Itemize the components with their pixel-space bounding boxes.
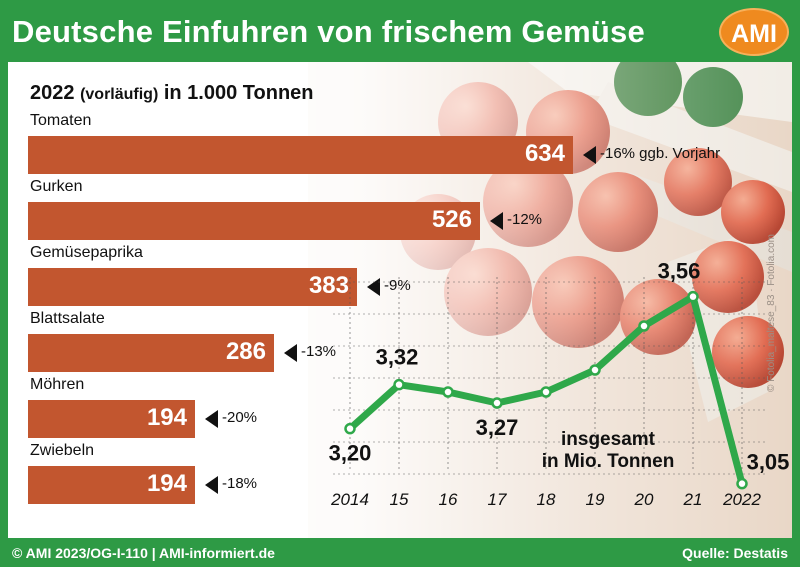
data-point xyxy=(344,422,356,435)
x-tick-label: 2014 xyxy=(330,490,369,509)
data-point xyxy=(736,477,748,490)
data-point xyxy=(442,386,454,398)
data-point xyxy=(589,364,601,376)
chart-subtitle: 2022 (vorläufig) in 1.000 Tonnen xyxy=(30,82,314,105)
ami-logo: AMI xyxy=(719,8,789,56)
change-label: -12% xyxy=(507,211,543,228)
data-point xyxy=(393,378,405,391)
bar: 286 xyxy=(28,334,274,372)
bar-category-label: Möhren xyxy=(30,376,85,393)
data-point-label: 3,05 xyxy=(747,450,790,475)
change-label: -9% xyxy=(384,277,411,294)
data-point-label: 3,32 xyxy=(376,345,419,370)
change-label: -13% xyxy=(301,343,337,360)
bar-value-label: 383 xyxy=(308,272,349,299)
change-arrow-icon xyxy=(583,146,596,164)
x-tick-label: 16 xyxy=(439,490,458,509)
change-arrow-icon xyxy=(367,278,380,296)
header: Deutsche Einfuhren von frischem Gemüse A… xyxy=(0,0,800,62)
change-arrow-icon xyxy=(205,476,218,494)
chart-panel: 2022 (vorläufig) in 1.000 Tonnen Tomaten… xyxy=(8,62,792,538)
data-point-label: 3,56 xyxy=(658,259,701,284)
series-annotation: insgesamt xyxy=(561,429,656,450)
bar-category-label: Zwiebeln xyxy=(30,442,95,459)
photo-credit: © Fotolia_maltese_83 · Fotolia.com xyxy=(766,234,777,392)
change-arrow-icon xyxy=(284,344,297,362)
change-arrow-icon xyxy=(205,410,218,428)
line-chart: 3,20 3,32 3,27 3,56 3,05 2014 15 16 17 18 19 20 21 20… xyxy=(329,259,790,509)
x-tick-label: 15 xyxy=(390,490,409,509)
data-point-label: 3,20 xyxy=(329,441,372,466)
bar-category-label: Tomaten xyxy=(30,112,92,129)
data-point xyxy=(687,290,699,303)
x-tick-label: 19 xyxy=(586,490,605,509)
bar-value-label: 286 xyxy=(225,338,266,365)
data-point xyxy=(491,397,503,409)
chart-title: Deutsche Einfuhren von frischem Gemüse xyxy=(12,14,645,49)
x-tick-label: 18 xyxy=(537,490,556,509)
x-tick-label: 17 xyxy=(488,490,507,509)
data-point xyxy=(638,320,650,332)
bar-category-label: Gurken xyxy=(30,178,83,195)
subtitle-qualifier: (vorläufig) xyxy=(80,86,159,103)
subtitle-unit: in 1.000 Tonnen xyxy=(163,82,314,104)
footer-source: Quelle: Destatis xyxy=(682,545,788,561)
data-point-label: 3,27 xyxy=(476,415,519,440)
change-label: -20% xyxy=(222,409,258,426)
subtitle-year: 2022 xyxy=(30,82,75,104)
bar-category-label: Blattsalate xyxy=(30,310,105,327)
bar-value-label: 526 xyxy=(431,206,472,233)
bar: 194 xyxy=(28,400,195,438)
x-tick-label: 2022 xyxy=(722,490,761,509)
bar-value-label: 634 xyxy=(524,140,565,167)
bar: 194 xyxy=(28,466,195,504)
bar: 526 xyxy=(28,202,480,240)
change-arrow-icon xyxy=(490,212,503,230)
x-tick-label: 20 xyxy=(634,490,654,509)
bar-value-label: 194 xyxy=(146,404,187,431)
x-tick-label: 21 xyxy=(683,490,703,509)
bar: 634 xyxy=(28,136,573,174)
bar: 383 xyxy=(28,268,357,306)
data-point xyxy=(540,386,552,398)
footer-copyright: © AMI 2023/OG-I-110 | AMI-informiert.de xyxy=(12,545,275,561)
bar-value-label: 194 xyxy=(146,470,187,497)
bar-category-label: Gemüsepaprika xyxy=(30,244,143,261)
series-annotation: in Mio. Tonnen xyxy=(542,451,675,472)
change-label: -16% ggb. Vorjahr xyxy=(600,145,721,162)
change-label: -18% xyxy=(222,475,258,492)
